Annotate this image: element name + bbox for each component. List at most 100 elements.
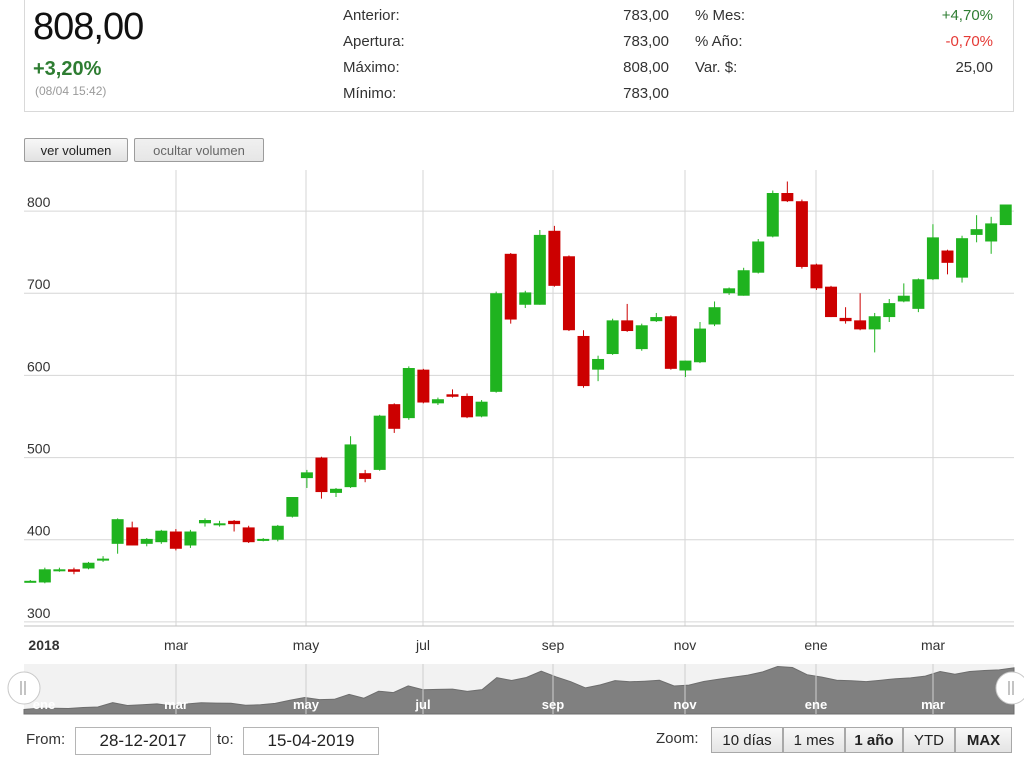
candle-body (985, 223, 998, 242)
candle-body (926, 237, 939, 280)
candle-body (155, 530, 168, 543)
navigator-series (23, 665, 1015, 715)
candle-body (825, 286, 838, 318)
candle-body (417, 369, 430, 403)
y-tick-label: 300 (27, 605, 51, 621)
stat-label-mes: % Mes: (695, 7, 746, 24)
price-change: +3,20% (33, 58, 102, 80)
candle-body (781, 193, 794, 202)
candle-body (795, 201, 808, 267)
y-tick-label: 500 (27, 441, 51, 457)
hide-volume-button[interactable]: ocultar volumen (134, 138, 264, 162)
x-tick-label: mar (921, 637, 945, 653)
candle-body (446, 394, 459, 397)
candle-body (257, 538, 270, 541)
zoom-1-month-button[interactable]: 1 mes (783, 727, 845, 753)
candle-body (650, 317, 663, 322)
candle-body (577, 335, 590, 387)
candle-body (679, 360, 692, 371)
x-tick-label: 2018 (28, 637, 59, 653)
candle-body (752, 241, 765, 273)
candle-body (111, 519, 124, 544)
quote-panel: 808,00 +3,20% (08/04 15:42) Anterior: 78… (24, 0, 1014, 112)
stat-value-var: 25,00 (955, 59, 993, 76)
candle-body (67, 569, 80, 572)
navigator-tick-label: sep (542, 697, 564, 712)
y-tick-label: 600 (27, 358, 51, 374)
candle-body (606, 320, 619, 355)
stat-label-anterior: Anterior: (343, 7, 400, 24)
candle-body (388, 404, 401, 429)
candle-body (359, 473, 372, 479)
show-volume-button[interactable]: ver volumen (24, 138, 128, 162)
candle-body (38, 569, 51, 583)
stat-label-apertura: Apertura: (343, 33, 405, 50)
candle-body (300, 472, 313, 479)
last-price: 808,00 (33, 6, 144, 48)
stat-label-minimo: Mínimo: (343, 85, 397, 102)
navigator-right-handle[interactable] (995, 671, 1024, 705)
candle-body (635, 325, 648, 350)
candle-body (999, 204, 1012, 226)
candle-body (693, 328, 706, 363)
candle-body (562, 256, 575, 331)
stat-value-anterior: 783,00 (623, 7, 669, 24)
stat-label-var: Var. $: (695, 59, 738, 76)
candle-body (533, 234, 546, 305)
stat-label-maximo: Máximo: (343, 59, 400, 76)
candle-body (723, 288, 736, 294)
from-date-input[interactable]: 28-12-2017 (75, 727, 211, 755)
candle-body (592, 358, 605, 370)
stat-value-minimo: 783,00 (623, 85, 669, 102)
x-tick-label: jul (415, 637, 430, 653)
x-tick-label: nov (674, 637, 697, 653)
candle-body (810, 264, 823, 289)
zoom-max-button[interactable]: MAX (955, 727, 1012, 753)
candle-body (621, 320, 634, 332)
navigator-tick-label: may (293, 697, 320, 712)
candle-body (708, 307, 721, 325)
x-tick-label: mar (164, 637, 188, 653)
candle-body (519, 292, 532, 305)
candle-body (504, 253, 517, 320)
navigator-left-handle[interactable] (7, 671, 41, 705)
candle-body (315, 457, 328, 493)
candle-body (766, 193, 779, 237)
candle-body (373, 415, 386, 470)
zoom-ytd-button[interactable]: YTD (903, 727, 955, 753)
zoom-1-year-button[interactable]: 1 año (845, 727, 903, 753)
candle-body (839, 317, 852, 322)
price-chart[interactable]: 300 400 500 600 700 800 2018 mar may jul sep nov ene… (0, 166, 1024, 722)
quote-timestamp: (08/04 15:42) (35, 84, 107, 98)
x-tick-label: may (293, 637, 319, 653)
candle-body (854, 320, 867, 330)
candle-body (490, 293, 503, 392)
candle-body (24, 580, 37, 583)
candle-body (868, 316, 881, 330)
candle-body (140, 538, 153, 544)
x-tick-label: ene (804, 637, 828, 653)
candle-body (213, 523, 226, 526)
zoom-10-days-button[interactable]: 10 días (711, 727, 783, 753)
candle-body (956, 238, 969, 278)
candle-body (126, 527, 139, 546)
candle-body (897, 295, 910, 302)
stat-value-maximo: 808,00 (623, 59, 669, 76)
candle-body (286, 497, 299, 517)
candle-body (97, 558, 110, 561)
candle-body (737, 270, 750, 296)
y-tick-label: 800 (27, 194, 51, 210)
candle-body (242, 527, 255, 543)
to-date-input[interactable]: 15-04-2019 (243, 727, 379, 755)
candle-body (344, 444, 357, 488)
candle-body (271, 525, 284, 540)
candle-body (431, 399, 444, 404)
x-tick-label: sep (542, 637, 565, 653)
zoom-label: Zoom: (656, 730, 699, 747)
candle-body (941, 250, 954, 263)
candle-body (82, 562, 95, 569)
candle-body (912, 279, 925, 309)
candle-body (169, 531, 182, 549)
candle-body (53, 569, 66, 572)
stat-value-mes: +4,70% (941, 7, 993, 24)
